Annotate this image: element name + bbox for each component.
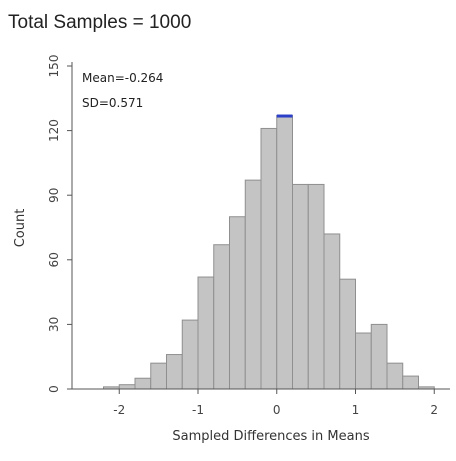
histogram-bar [323,233,341,390]
histogram-bar [339,278,356,390]
sd-label: SD=0.571 [82,96,143,110]
x-axis-title: Sampled Differences in Means [172,429,369,444]
total-samples-label: Total Samples = 1000 [8,12,192,33]
x-tick-label: -1 [192,403,204,417]
y-tick-label: 90 [47,188,61,203]
histogram-bar [150,362,167,390]
histogram-bar [370,323,388,390]
histogram-bar [260,127,278,390]
y-tick-label: 150 [47,55,61,78]
axes [71,62,450,390]
histogram-bar [386,362,404,390]
x-axis-ticks: -2 -1 0 1 2 [113,389,438,417]
y-tick-label: 120 [47,119,61,142]
y-tick-label: 0 [47,385,61,393]
histogram-bar [197,276,215,390]
histogram-bar [134,377,152,390]
histogram-bar [118,384,136,390]
histogram-bar [307,183,325,390]
y-tick-label: 60 [47,252,61,267]
histogram-bar [229,216,246,390]
x-tick-label: 1 [352,403,360,417]
x-tick-label: -2 [113,403,125,417]
y-axis-title: Count [13,209,28,248]
histogram-bars [103,114,435,390]
y-tick-label: 30 [47,317,61,332]
x-tick-label: 0 [273,403,281,417]
histogram-bar [276,115,293,390]
mean-label: Mean=-0.264 [82,71,163,85]
histogram-bar [181,319,199,390]
histogram-bar [292,183,309,390]
histogram-bar [166,354,183,390]
x-tick-label: 2 [430,403,438,417]
histogram-bar [402,375,419,390]
highlighted-bar-marker [276,114,293,118]
histogram-bar [244,179,262,390]
y-axis-ticks: 0 30 60 90 120 150 [47,55,72,393]
histogram-bar [355,332,372,390]
histogram-bar [213,244,230,390]
